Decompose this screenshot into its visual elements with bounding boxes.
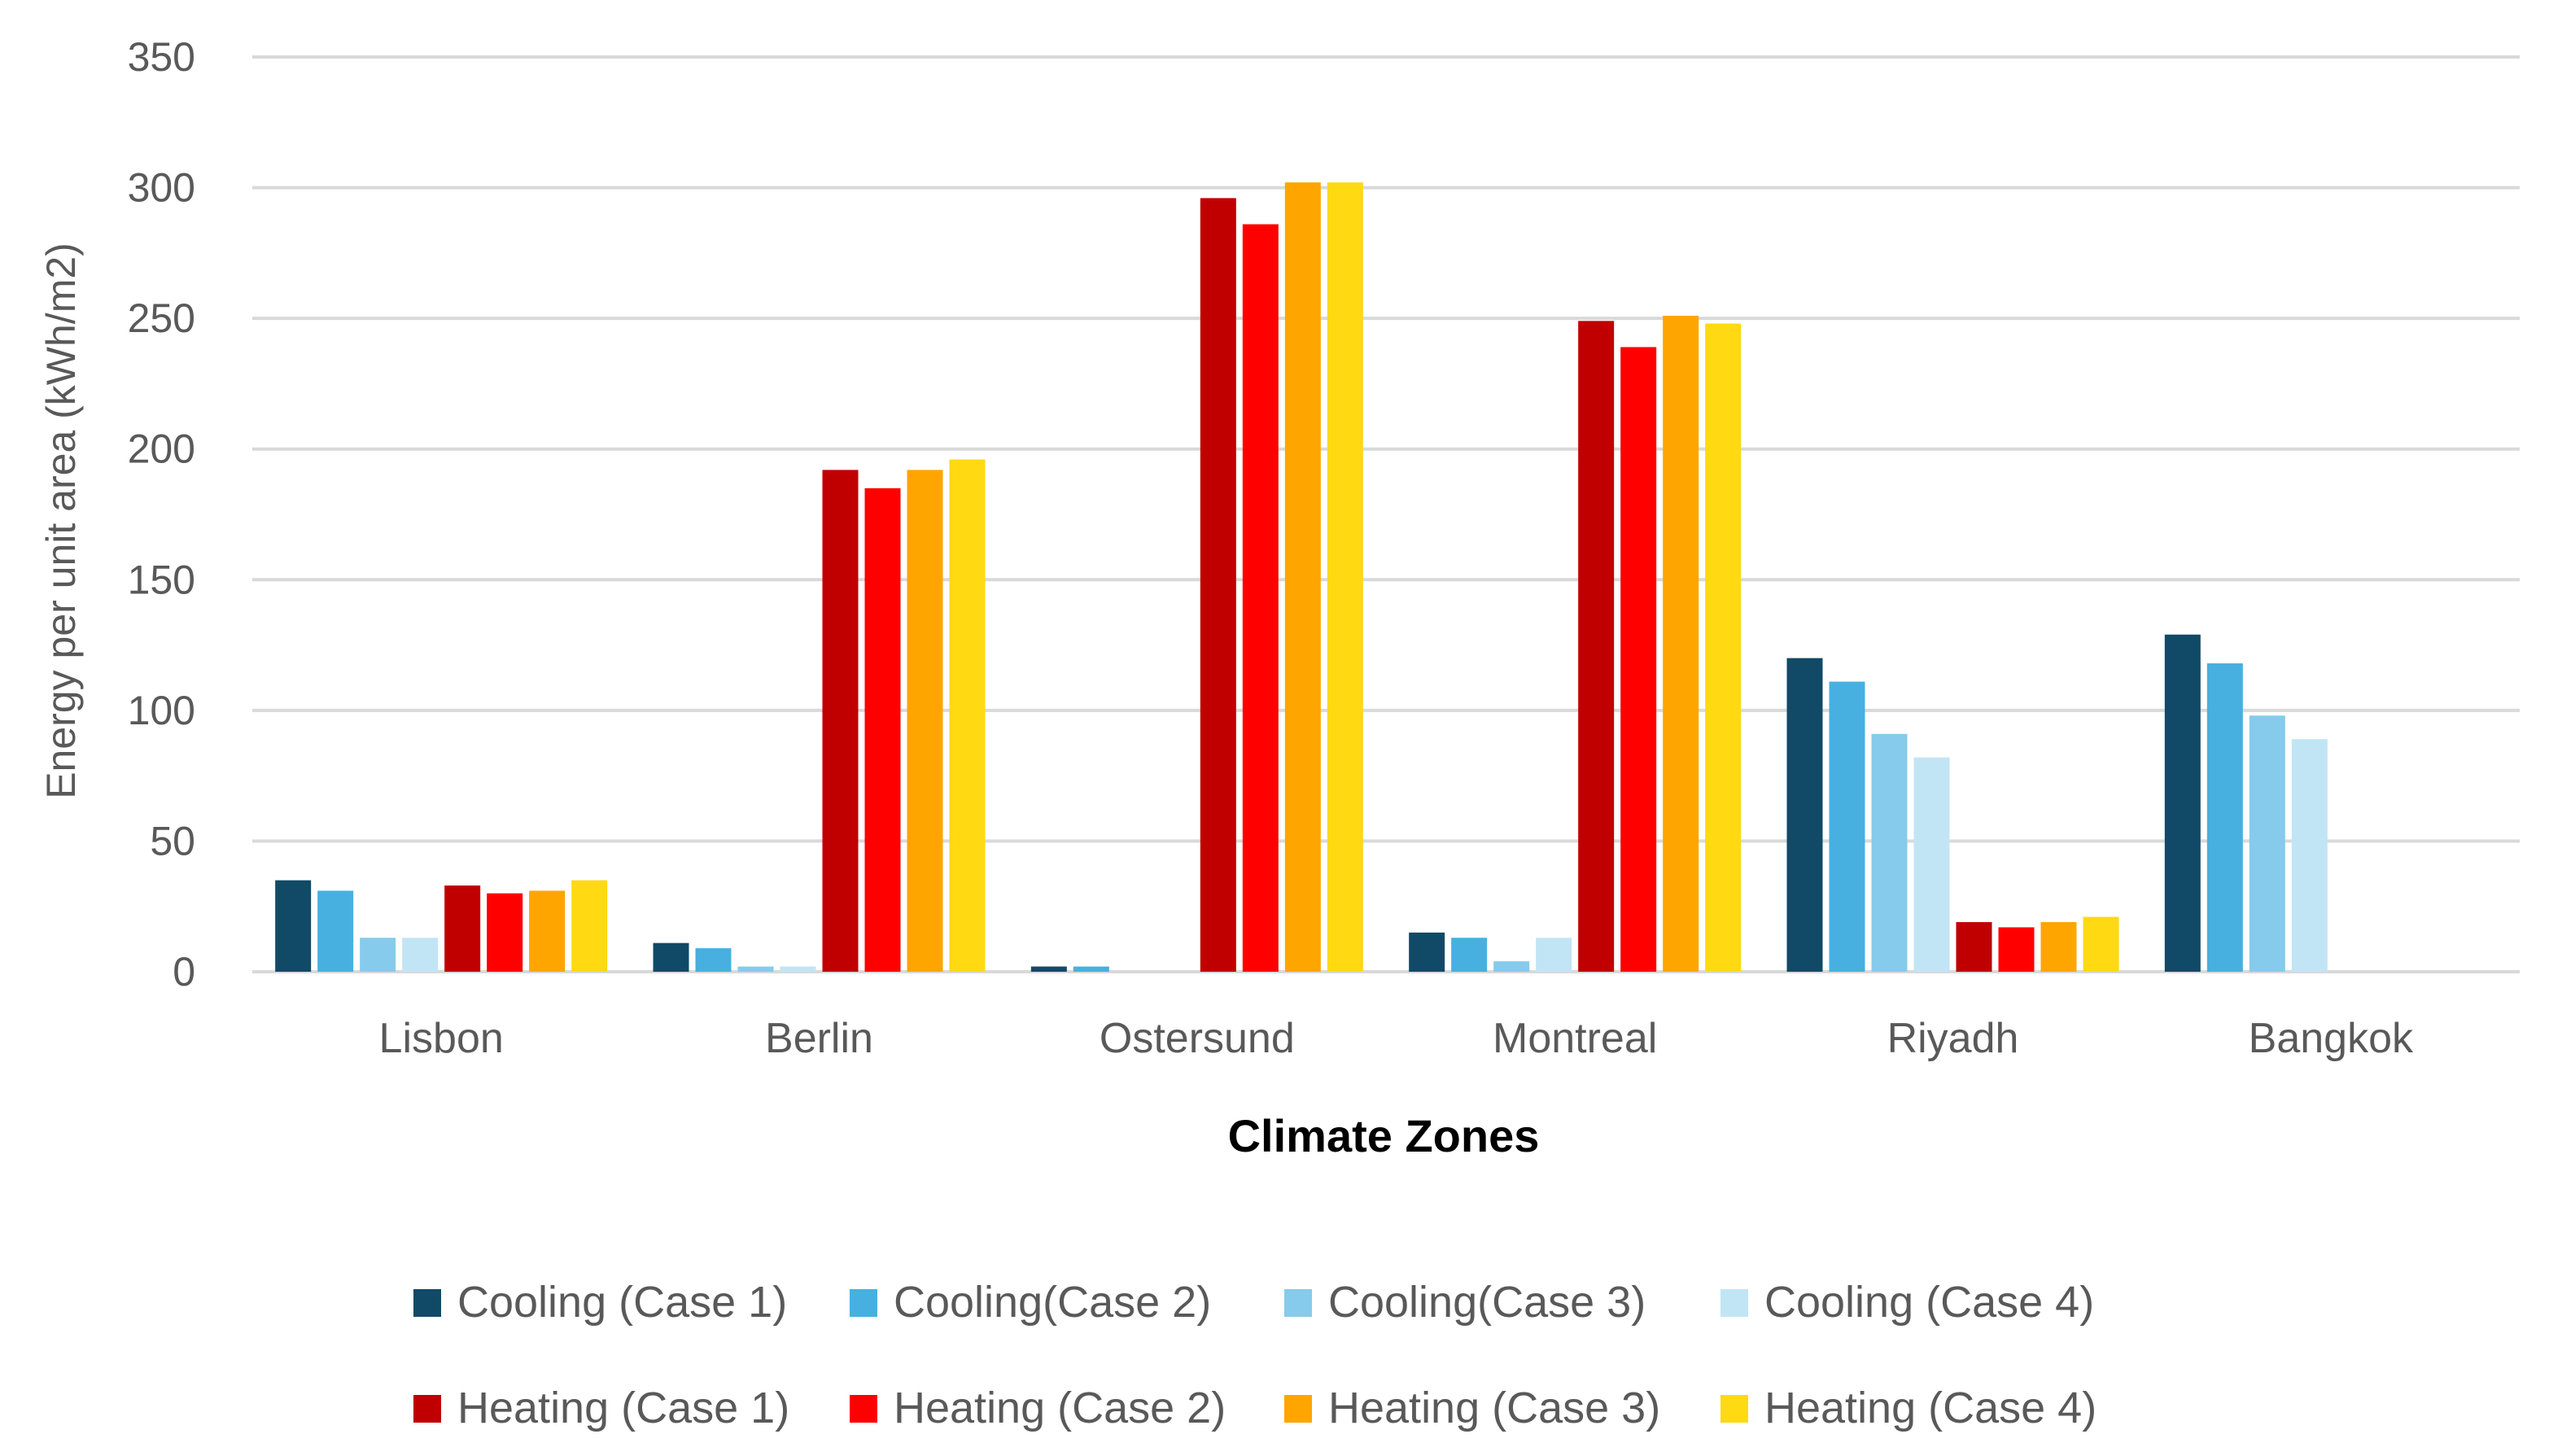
bar	[1956, 921, 1992, 972]
legend-label: Cooling(Case 2)	[894, 1278, 1211, 1327]
bar	[1998, 927, 2035, 972]
y-axis-ticks: 0 50 100 150 200 250 300 350	[128, 34, 195, 995]
y-tick-label: 0	[173, 949, 195, 995]
bar	[1030, 966, 1067, 972]
legend-label: Heating (Case 3)	[1328, 1384, 1660, 1432]
category-label: Ostersund	[1100, 1015, 1295, 1062]
bar	[695, 948, 732, 972]
bar	[1578, 321, 1615, 973]
bars	[275, 182, 2328, 973]
bar	[2249, 715, 2285, 972]
x-axis-categories: Lisbon Berlin Ostersund Montreal Riyadh Bangk…	[379, 1015, 2414, 1062]
bar	[907, 470, 943, 972]
legend-swatch	[1284, 1289, 1312, 1317]
bar	[2291, 739, 2328, 972]
bar	[1871, 733, 1908, 972]
bar	[444, 885, 481, 972]
category-label: Riyadh	[1887, 1015, 2019, 1062]
bar	[653, 942, 689, 972]
legend-label: Heating (Case 1)	[457, 1384, 789, 1432]
bar	[1242, 224, 1279, 972]
bar	[1200, 198, 1236, 973]
bar	[1536, 938, 1572, 972]
bar	[1409, 932, 1445, 972]
legend-label: Heating (Case 4)	[1764, 1384, 2096, 1432]
bar	[1451, 938, 1488, 972]
y-tick-label: 50	[150, 818, 195, 864]
bar	[571, 880, 608, 972]
bar	[487, 893, 523, 972]
legend-label: Cooling (Case 4)	[1764, 1278, 2094, 1327]
legend-swatch	[1720, 1289, 1748, 1317]
legend-swatch	[850, 1289, 877, 1317]
legend-swatch	[850, 1395, 877, 1423]
legend-swatch	[413, 1289, 441, 1317]
gridlines	[252, 55, 2520, 973]
legend-label: Cooling (Case 1)	[457, 1278, 787, 1327]
legend-label: Cooling(Case 3)	[1328, 1278, 1646, 1327]
bar	[1284, 182, 1321, 973]
bar	[360, 938, 396, 972]
bar	[1073, 966, 1109, 972]
y-axis-label: Energy per unit area (kWh/m2)	[38, 243, 84, 799]
bar	[275, 880, 312, 972]
bar	[2083, 916, 2119, 972]
bar	[2206, 663, 2243, 972]
bar	[864, 488, 901, 972]
y-tick-label: 200	[128, 426, 195, 472]
category-label: Lisbon	[379, 1015, 504, 1062]
bar	[1493, 961, 1530, 972]
category-label: Berlin	[765, 1015, 873, 1062]
legend-swatch	[413, 1395, 441, 1423]
bar	[2164, 634, 2201, 972]
y-tick-label: 150	[128, 557, 195, 602]
category-label: Bangkok	[2249, 1015, 2414, 1062]
bar	[780, 966, 816, 972]
legend-swatch	[1720, 1395, 1748, 1423]
bar	[1620, 347, 1657, 972]
bar	[1829, 681, 1865, 972]
bar	[949, 459, 986, 972]
y-tick-label: 250	[128, 295, 195, 341]
x-axis-label: Climate Zones	[1228, 1110, 1540, 1161]
bar	[737, 966, 774, 972]
bar	[1663, 315, 1699, 973]
legend: Cooling (Case 1) Cooling(Case 2) Cooling(C…	[413, 1278, 2096, 1432]
bar	[1786, 658, 1823, 972]
bar	[529, 890, 566, 972]
legend-label: Heating (Case 2)	[894, 1384, 1226, 1432]
bar	[822, 470, 859, 972]
y-tick-label: 350	[128, 34, 195, 80]
y-tick-label: 100	[128, 688, 195, 733]
bar	[1705, 323, 1742, 973]
legend-swatch	[1284, 1395, 1312, 1423]
bar	[1913, 757, 1950, 972]
bar	[2040, 921, 2077, 972]
bar	[402, 938, 439, 972]
bar	[317, 890, 354, 972]
bar	[1327, 182, 1363, 973]
category-label: Montreal	[1493, 1015, 1657, 1062]
y-tick-label: 300	[128, 165, 195, 211]
